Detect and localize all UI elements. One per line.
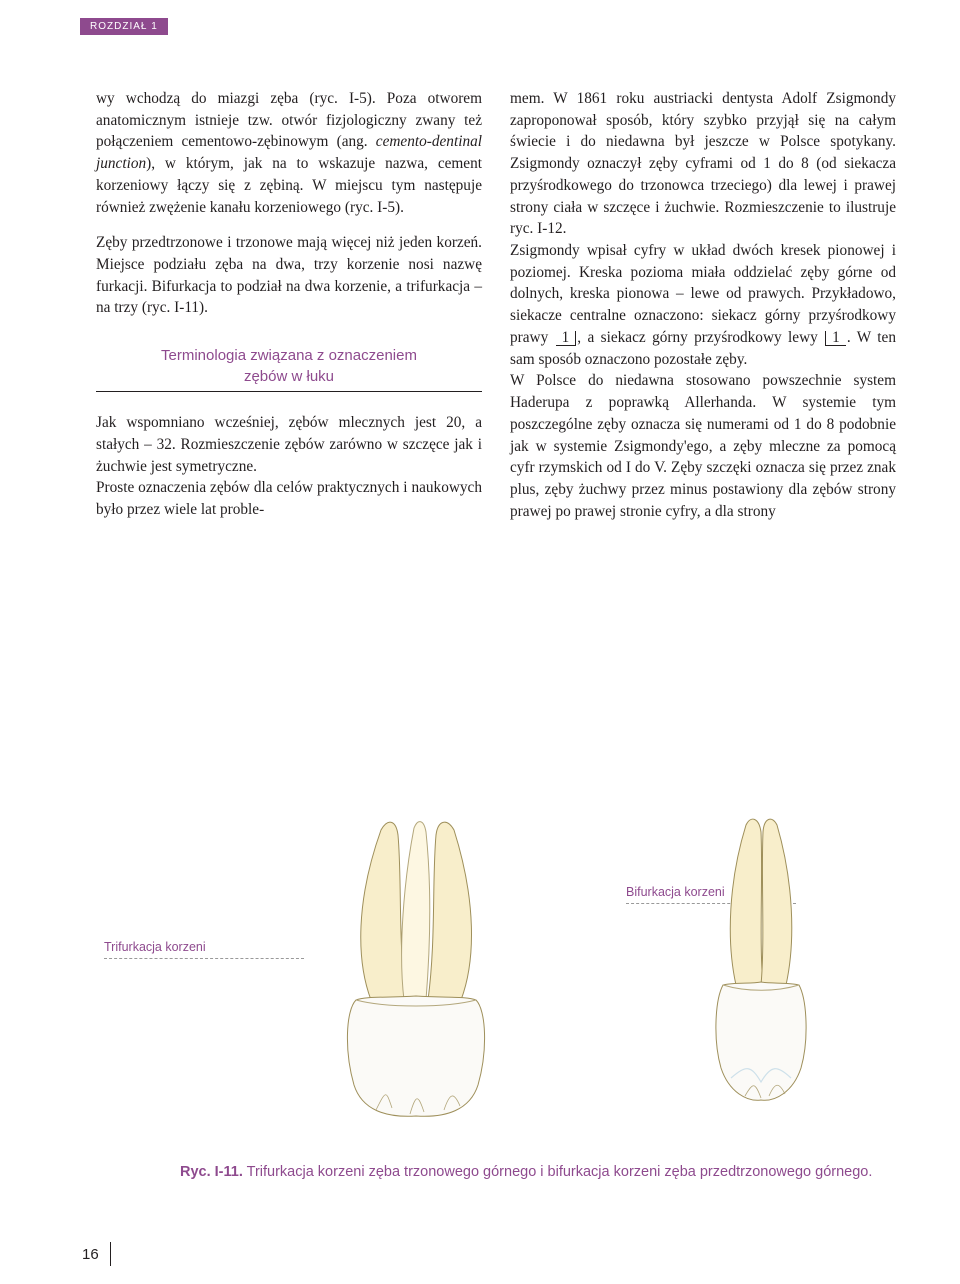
text-columns: wy wchodzą do miazgi zęba (ryc. I-5). Po… bbox=[96, 88, 896, 522]
para: wy wchodzą do miazgi zęba (ryc. I-5). Po… bbox=[96, 88, 482, 218]
tooth-premolar-illustration bbox=[691, 810, 831, 1110]
para: Zsigmondy wpisał cyfry w układ dwóch kre… bbox=[510, 240, 896, 370]
figure-caption-text: Trifurkacja korzeni zęba trzonowego górn… bbox=[243, 1164, 873, 1180]
column-left: wy wchodzą do miazgi zęba (ryc. I-5). Po… bbox=[96, 88, 482, 522]
zsigmondy-symbol-upper-left: 1 bbox=[825, 331, 846, 346]
label-trifurkacja: Trifurkacja korzeni bbox=[104, 940, 206, 954]
text: , a siekacz górny przyśrodkowy lewy bbox=[577, 329, 824, 346]
heading-line: Terminologia związana z oznaczeniem bbox=[161, 347, 417, 364]
figure-number: Ryc. I-11. bbox=[180, 1164, 243, 1180]
heading-line: zębów w łuku bbox=[244, 368, 334, 385]
chapter-tab: ROZDZIAŁ 1 bbox=[80, 18, 168, 35]
section-rule bbox=[96, 391, 482, 392]
figure-caption: Ryc. I-11. Trifurkacja korzeni zęba trzo… bbox=[180, 1162, 896, 1184]
section-heading: Terminologia związana z oznaczeniem zębó… bbox=[96, 345, 482, 387]
para: Zęby przedtrzonowe i trzonowe mają więce… bbox=[96, 232, 482, 319]
para: mem. W 1861 roku austriacki dentysta Ado… bbox=[510, 88, 896, 240]
para: Proste oznaczenia zębów dla celów prakty… bbox=[96, 477, 482, 520]
text: ), w którym, jak na to wskazuje nazwa, c… bbox=[96, 155, 482, 215]
leader-line bbox=[104, 958, 304, 959]
figure-i-11: Trifurkacja korzeni Bifurkacja korzeni bbox=[96, 810, 896, 1150]
para: W Polsce do niedawna stosowano powszechn… bbox=[510, 370, 896, 522]
tooth-molar-illustration bbox=[326, 810, 506, 1120]
column-right: mem. W 1861 roku austriacki dentysta Ado… bbox=[510, 88, 896, 522]
para: Jak wspomniano wcześniej, zębów mlecznyc… bbox=[96, 412, 482, 477]
page-number: 16 bbox=[82, 1246, 99, 1263]
zsigmondy-symbol-upper-right: 1 bbox=[556, 331, 577, 346]
page-number-rule bbox=[110, 1242, 111, 1266]
